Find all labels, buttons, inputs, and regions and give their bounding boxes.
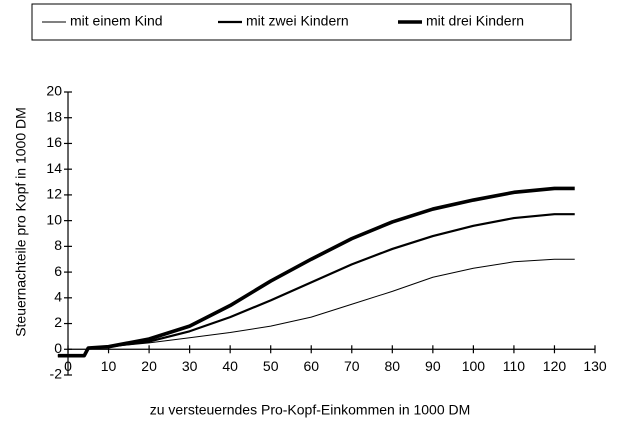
x-tick-label: 80 <box>385 358 401 374</box>
y-tick-label: 8 <box>54 237 62 253</box>
x-tick-label: 0 <box>64 358 72 374</box>
x-tick-label: 130 <box>583 358 607 374</box>
y-tick-label: 20 <box>46 83 62 99</box>
legend-label: mit drei Kindern <box>426 13 524 29</box>
y-tick-label: 0 <box>54 340 62 356</box>
y-tick-label: 4 <box>54 289 62 305</box>
y-tick-label: 10 <box>46 211 62 227</box>
x-tick-label: 10 <box>101 358 117 374</box>
legend-box <box>31 3 572 41</box>
x-tick-label: 120 <box>543 358 567 374</box>
x-tick-label: 100 <box>462 358 486 374</box>
y-axis-label: Steuernachteile pro Kopf in 1000 DM <box>13 107 29 337</box>
x-tick-label: 20 <box>141 358 157 374</box>
y-tick-label: 12 <box>46 186 62 202</box>
y-tick-label: 2 <box>54 314 62 330</box>
y-tick-label: 6 <box>54 263 62 279</box>
y-tick-label: 14 <box>46 160 62 176</box>
x-tick-label: 30 <box>182 358 198 374</box>
y-tick-label: 18 <box>46 108 62 124</box>
y-tick-label: -2 <box>50 366 63 382</box>
line <box>57 213 575 357</box>
legend-label: mit zwei Kindern <box>246 13 349 29</box>
x-tick-label: 40 <box>222 358 238 374</box>
x-tick-label: 70 <box>344 358 360 374</box>
legend-label: mit einem Kind <box>70 13 163 29</box>
x-axis-label: zu versteuerndes Pro-Kopf-Einkommen in 1… <box>150 402 471 418</box>
x-tick-label: 60 <box>303 358 319 374</box>
y-tick-label: 16 <box>46 134 62 150</box>
x-tick-label: 90 <box>425 358 441 374</box>
x-tick-label: 50 <box>263 358 279 374</box>
line <box>57 186 575 358</box>
x-tick-label: 110 <box>503 358 526 374</box>
